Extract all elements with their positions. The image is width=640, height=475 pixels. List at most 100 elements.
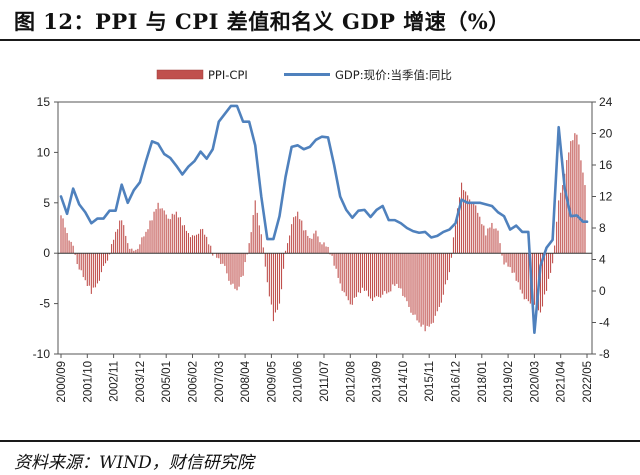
bar xyxy=(248,243,250,254)
bar xyxy=(369,253,372,299)
bar xyxy=(345,253,347,297)
bar xyxy=(278,253,281,304)
bar xyxy=(523,253,525,300)
x-tick-label: 2000/09 xyxy=(56,361,68,403)
bar xyxy=(461,182,463,254)
bar xyxy=(240,253,242,277)
bar xyxy=(139,244,141,254)
bar xyxy=(446,253,448,281)
bar xyxy=(442,253,444,295)
bar xyxy=(341,253,343,291)
bar xyxy=(400,253,402,289)
bar xyxy=(143,236,145,254)
bar xyxy=(270,253,272,305)
bar xyxy=(465,191,467,254)
bar xyxy=(313,233,315,254)
bar xyxy=(72,245,74,254)
bar xyxy=(572,140,574,254)
bar xyxy=(404,253,406,298)
bar xyxy=(68,240,70,254)
bar xyxy=(242,253,244,276)
x-tick-label: 2007/03 xyxy=(214,361,226,403)
bar xyxy=(521,253,523,294)
x-tick-label: 2013/09 xyxy=(372,361,384,403)
bar xyxy=(104,253,107,264)
bar xyxy=(319,242,321,254)
bar xyxy=(169,219,171,254)
bar xyxy=(252,215,254,254)
bar xyxy=(539,253,542,313)
bar xyxy=(367,253,370,297)
legend: PPI-CPI GDP:现价:当季值:同比 xyxy=(156,68,452,82)
bar xyxy=(388,253,390,293)
x-tick-label: 2019/02 xyxy=(503,361,515,403)
bar xyxy=(501,253,503,256)
bar xyxy=(450,253,452,258)
y-axis-right: 24 20 16 12 8 4 0 -4 -8 xyxy=(592,95,613,361)
bar xyxy=(123,225,125,254)
bar xyxy=(268,253,270,297)
bar xyxy=(258,225,260,254)
bar xyxy=(475,205,477,254)
x-tick-label: 2001/10 xyxy=(82,361,94,403)
bar xyxy=(343,253,345,293)
gdp-line xyxy=(59,104,589,335)
bar xyxy=(456,208,459,254)
bar xyxy=(121,220,123,254)
bar xyxy=(503,253,505,265)
bar xyxy=(548,253,550,279)
bar xyxy=(473,204,475,254)
bar xyxy=(254,200,256,254)
bar xyxy=(82,253,84,278)
bar xyxy=(357,253,359,293)
figure-title: 图 12：PPI 与 CPI 差值和名义 GDP 增速（%） xyxy=(14,9,510,34)
y-right-tick-label: 16 xyxy=(599,158,613,172)
bar xyxy=(131,248,133,254)
bar xyxy=(299,219,301,254)
bar xyxy=(117,229,119,254)
bar-series xyxy=(60,133,586,332)
bar xyxy=(392,253,394,285)
y-right-tick-label: 8 xyxy=(599,221,606,235)
bar xyxy=(106,253,109,261)
bar xyxy=(100,253,103,273)
bar xyxy=(576,134,578,254)
bar xyxy=(386,253,388,294)
bar xyxy=(137,248,139,254)
legend-label-ppi-cpi: PPI-CPI xyxy=(208,68,248,82)
y-left-tick-label: 0 xyxy=(43,246,50,260)
bar xyxy=(287,243,289,254)
bar xyxy=(285,250,287,254)
bar xyxy=(394,253,396,286)
bar xyxy=(505,253,507,263)
y-right-tick-label: -4 xyxy=(599,316,610,330)
bar xyxy=(402,253,404,296)
bar xyxy=(558,200,560,254)
bar xyxy=(410,253,412,313)
bar xyxy=(580,160,582,254)
bar xyxy=(432,253,434,323)
bar xyxy=(80,253,82,271)
bar xyxy=(208,244,210,254)
bar xyxy=(155,209,157,254)
bar xyxy=(232,253,234,284)
bar xyxy=(517,253,519,283)
bar xyxy=(90,253,92,294)
bar xyxy=(562,185,564,254)
bar xyxy=(70,241,72,254)
x-tick-label: 2015/11 xyxy=(424,361,436,402)
bar xyxy=(351,253,353,305)
title-divider xyxy=(0,39,640,41)
bar xyxy=(353,253,355,298)
y-axis-left: 15 10 5 0 -5 -10 xyxy=(33,95,58,361)
bar xyxy=(436,253,438,312)
x-tick-label: 2008/04 xyxy=(240,360,252,402)
bar xyxy=(280,253,283,290)
bar xyxy=(135,249,137,254)
x-tick-label: 2011/07 xyxy=(319,361,331,402)
bar xyxy=(418,253,420,323)
bar xyxy=(543,253,546,295)
x-tick-label: 2018/01 xyxy=(477,361,489,403)
y-right-tick-label: 20 xyxy=(599,127,613,141)
bar xyxy=(226,253,228,274)
